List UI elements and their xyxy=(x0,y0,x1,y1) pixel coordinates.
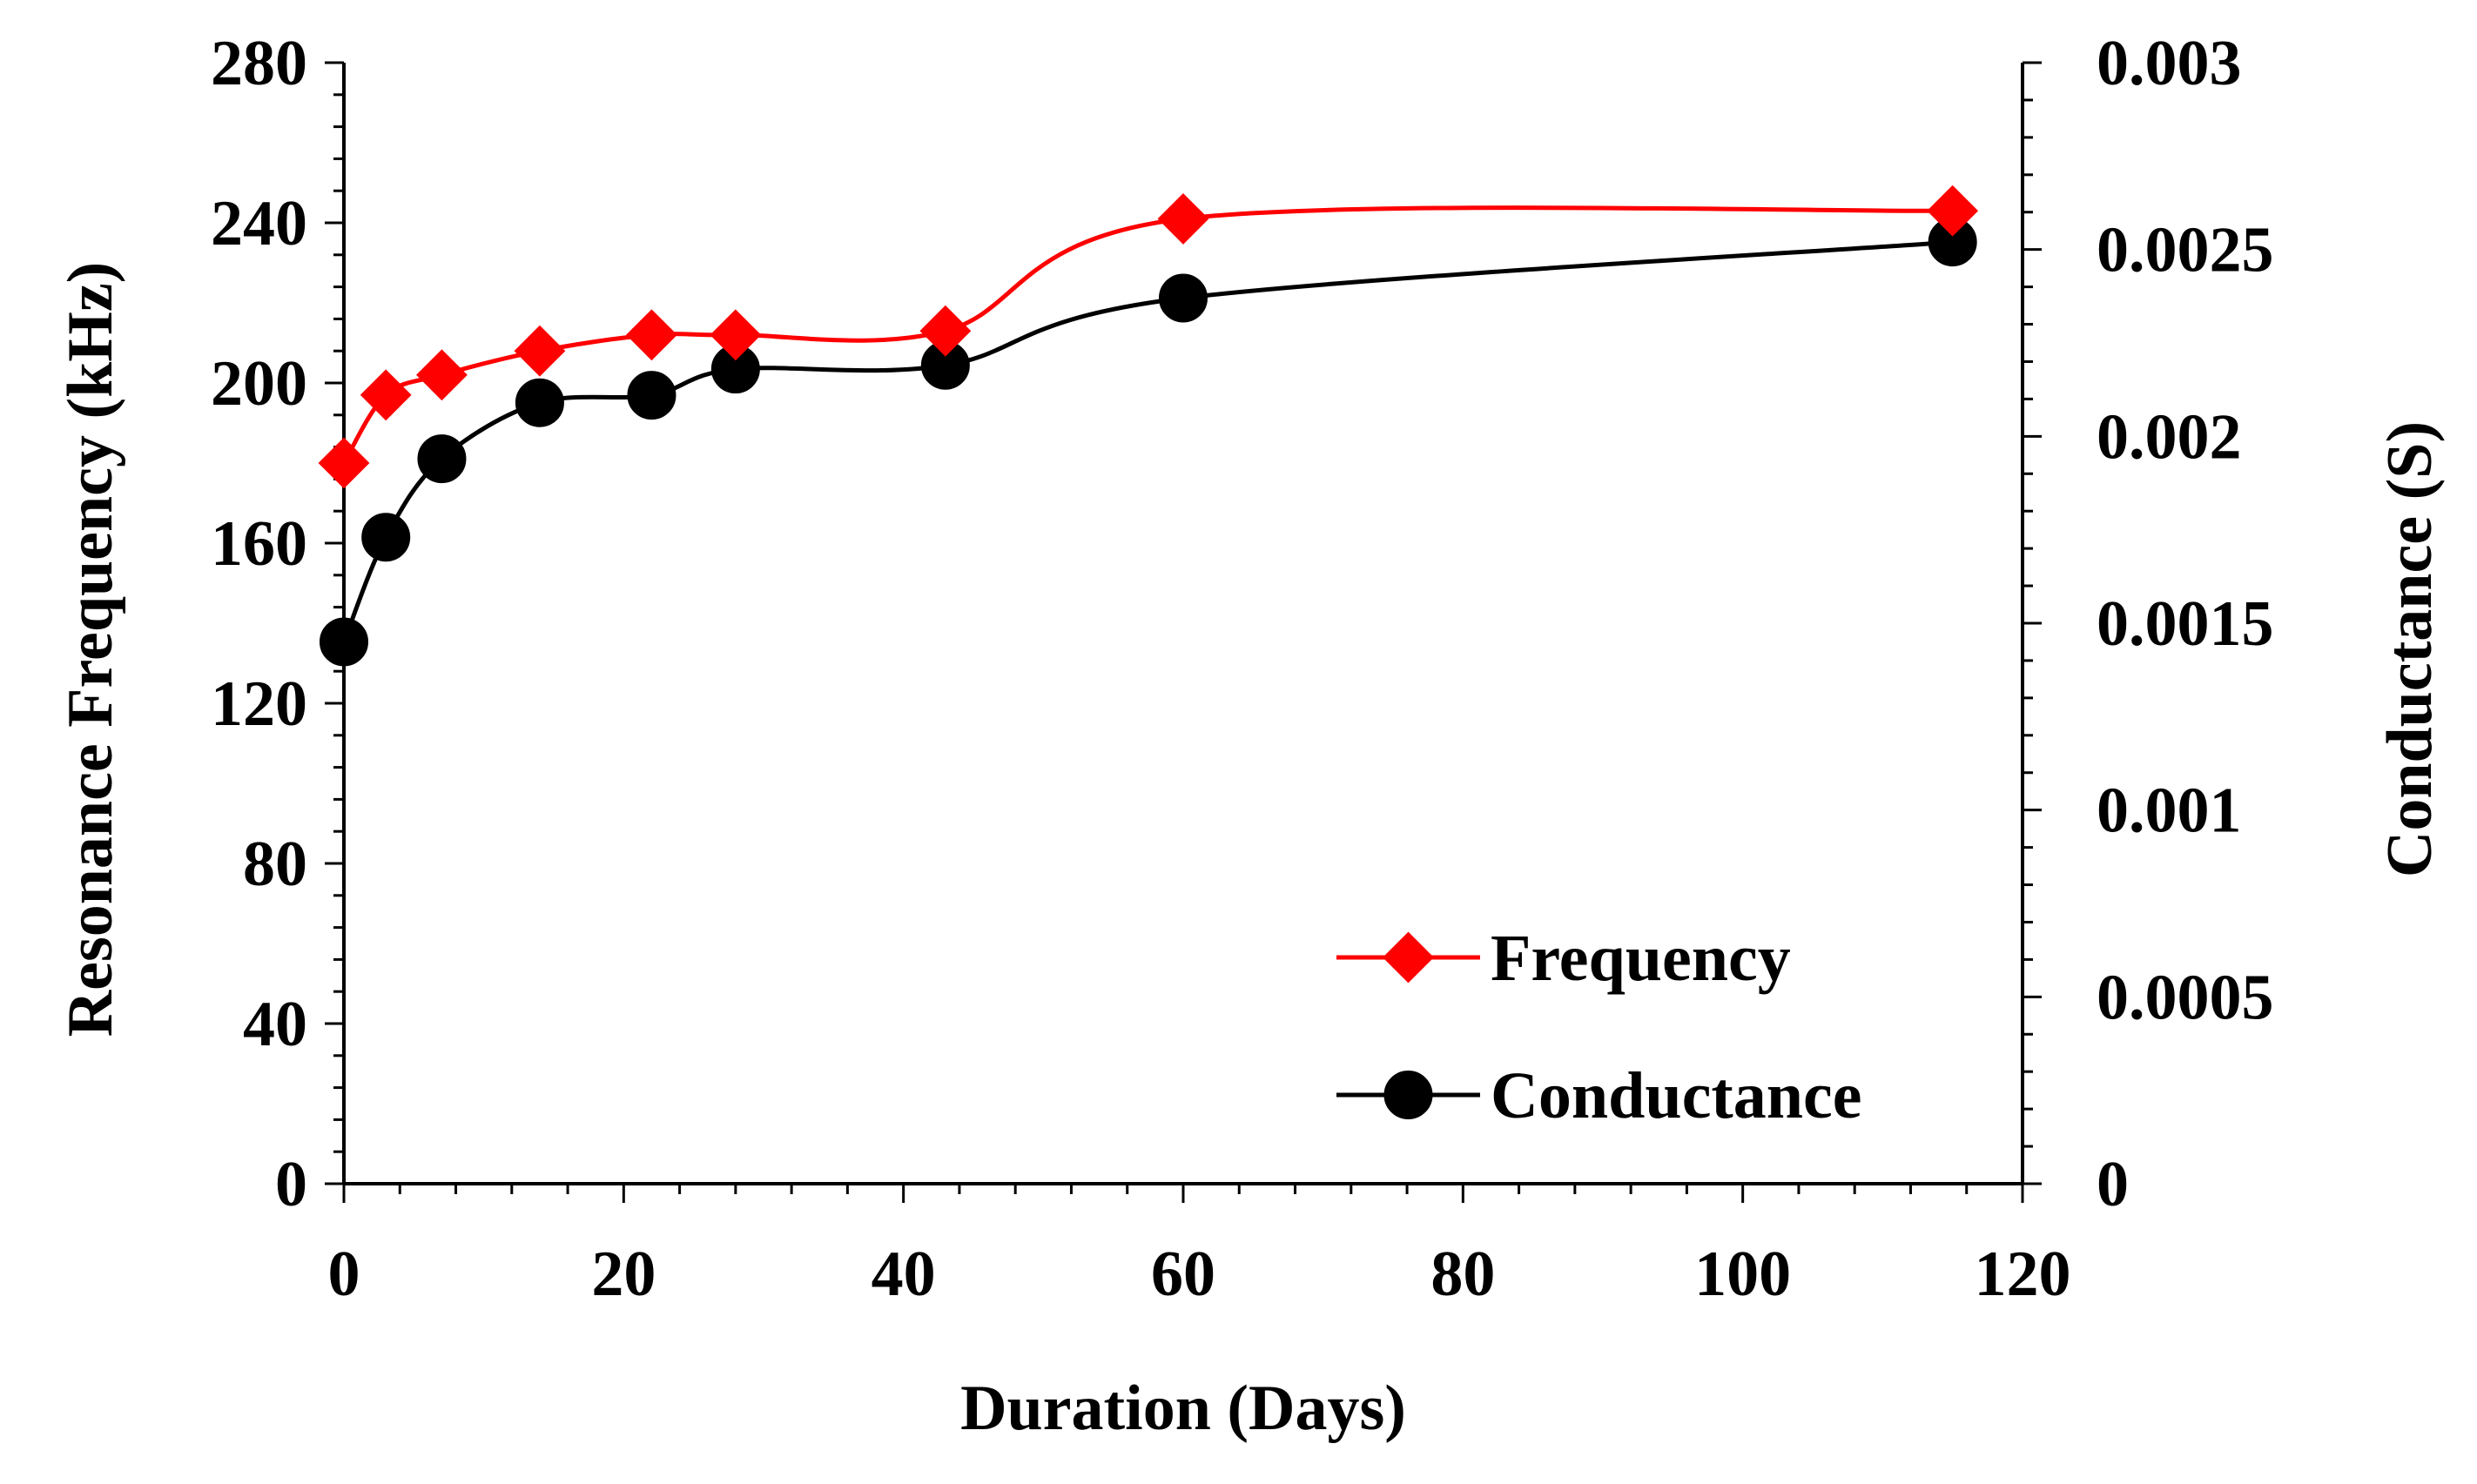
conductance-data-point xyxy=(320,617,368,667)
series-group xyxy=(318,185,1979,667)
legend-frequency-marker xyxy=(1383,931,1434,984)
x-tick-label: 0 xyxy=(328,1239,360,1310)
x-tick-label: 80 xyxy=(1430,1239,1495,1310)
conductance-data-point xyxy=(627,371,676,420)
y-tick-label: 160 xyxy=(211,508,307,580)
frequency-data-point xyxy=(416,349,468,401)
legend: Frequency Conductance xyxy=(1336,922,1861,1132)
y-tick-label: 0 xyxy=(275,1149,307,1220)
legend-conductance-marker xyxy=(1383,1071,1433,1119)
legend-frequency-label: Frequency xyxy=(1491,922,1791,995)
x-tick-label: 40 xyxy=(872,1239,936,1310)
legend-conductance-label: Conductance xyxy=(1491,1059,1861,1132)
y2-tick-label: 0.001 xyxy=(2097,776,2242,847)
y2-tick-label: 0.003 xyxy=(2097,28,2242,99)
conductance-data-point xyxy=(361,513,411,562)
y-tick-label: 120 xyxy=(211,668,307,740)
y-axis-title: Resonance Frequency (kHz) xyxy=(55,262,126,1037)
y2-axis-title: Conductance (S) xyxy=(2374,421,2446,877)
y2-tick-label: 0.0005 xyxy=(2097,962,2274,1033)
y-tick-label: 80 xyxy=(243,829,307,900)
frequency-data-point xyxy=(1927,185,1979,237)
frequency-data-point xyxy=(318,437,370,489)
conductance-data-point xyxy=(515,378,564,427)
frequency-data-point xyxy=(710,309,762,361)
y-tick-label: 200 xyxy=(211,348,307,420)
conductance-data-point xyxy=(417,434,467,484)
frequency-data-point xyxy=(1157,192,1209,245)
axis-labels: Duration (Days) Resonance Frequency (kHz)… xyxy=(55,262,2446,1444)
axes: 0 20 40 60 80 100 120 0 40 80 120 160 200 240 280 0 0.00… xyxy=(211,28,2274,1310)
y-tick-label: 240 xyxy=(211,188,307,259)
y2-tick-label: 0.0025 xyxy=(2097,215,2274,286)
frequency-data-point xyxy=(919,305,972,357)
y2-tick-label: 0.0015 xyxy=(2097,588,2274,660)
y2-tick-label: 0.002 xyxy=(2097,401,2242,473)
frequency-series-line xyxy=(341,205,1953,465)
conductance-data-point xyxy=(1159,273,1208,323)
x-tick-label: 100 xyxy=(1694,1239,1791,1310)
x-tick-label: 20 xyxy=(591,1239,656,1310)
x-axis-title: Duration (Days) xyxy=(960,1373,1406,1444)
frequency-data-point xyxy=(626,309,677,361)
conductance-series-line xyxy=(341,239,1953,643)
frequency-data-point xyxy=(360,369,412,421)
x-tick-label: 60 xyxy=(1151,1239,1215,1310)
x-tick-label: 120 xyxy=(1975,1239,2071,1310)
frequency-data-point xyxy=(514,325,566,377)
y-tick-label: 280 xyxy=(211,28,307,99)
y2-tick-label: 0 xyxy=(2097,1149,2129,1220)
y-tick-label: 40 xyxy=(243,989,307,1060)
